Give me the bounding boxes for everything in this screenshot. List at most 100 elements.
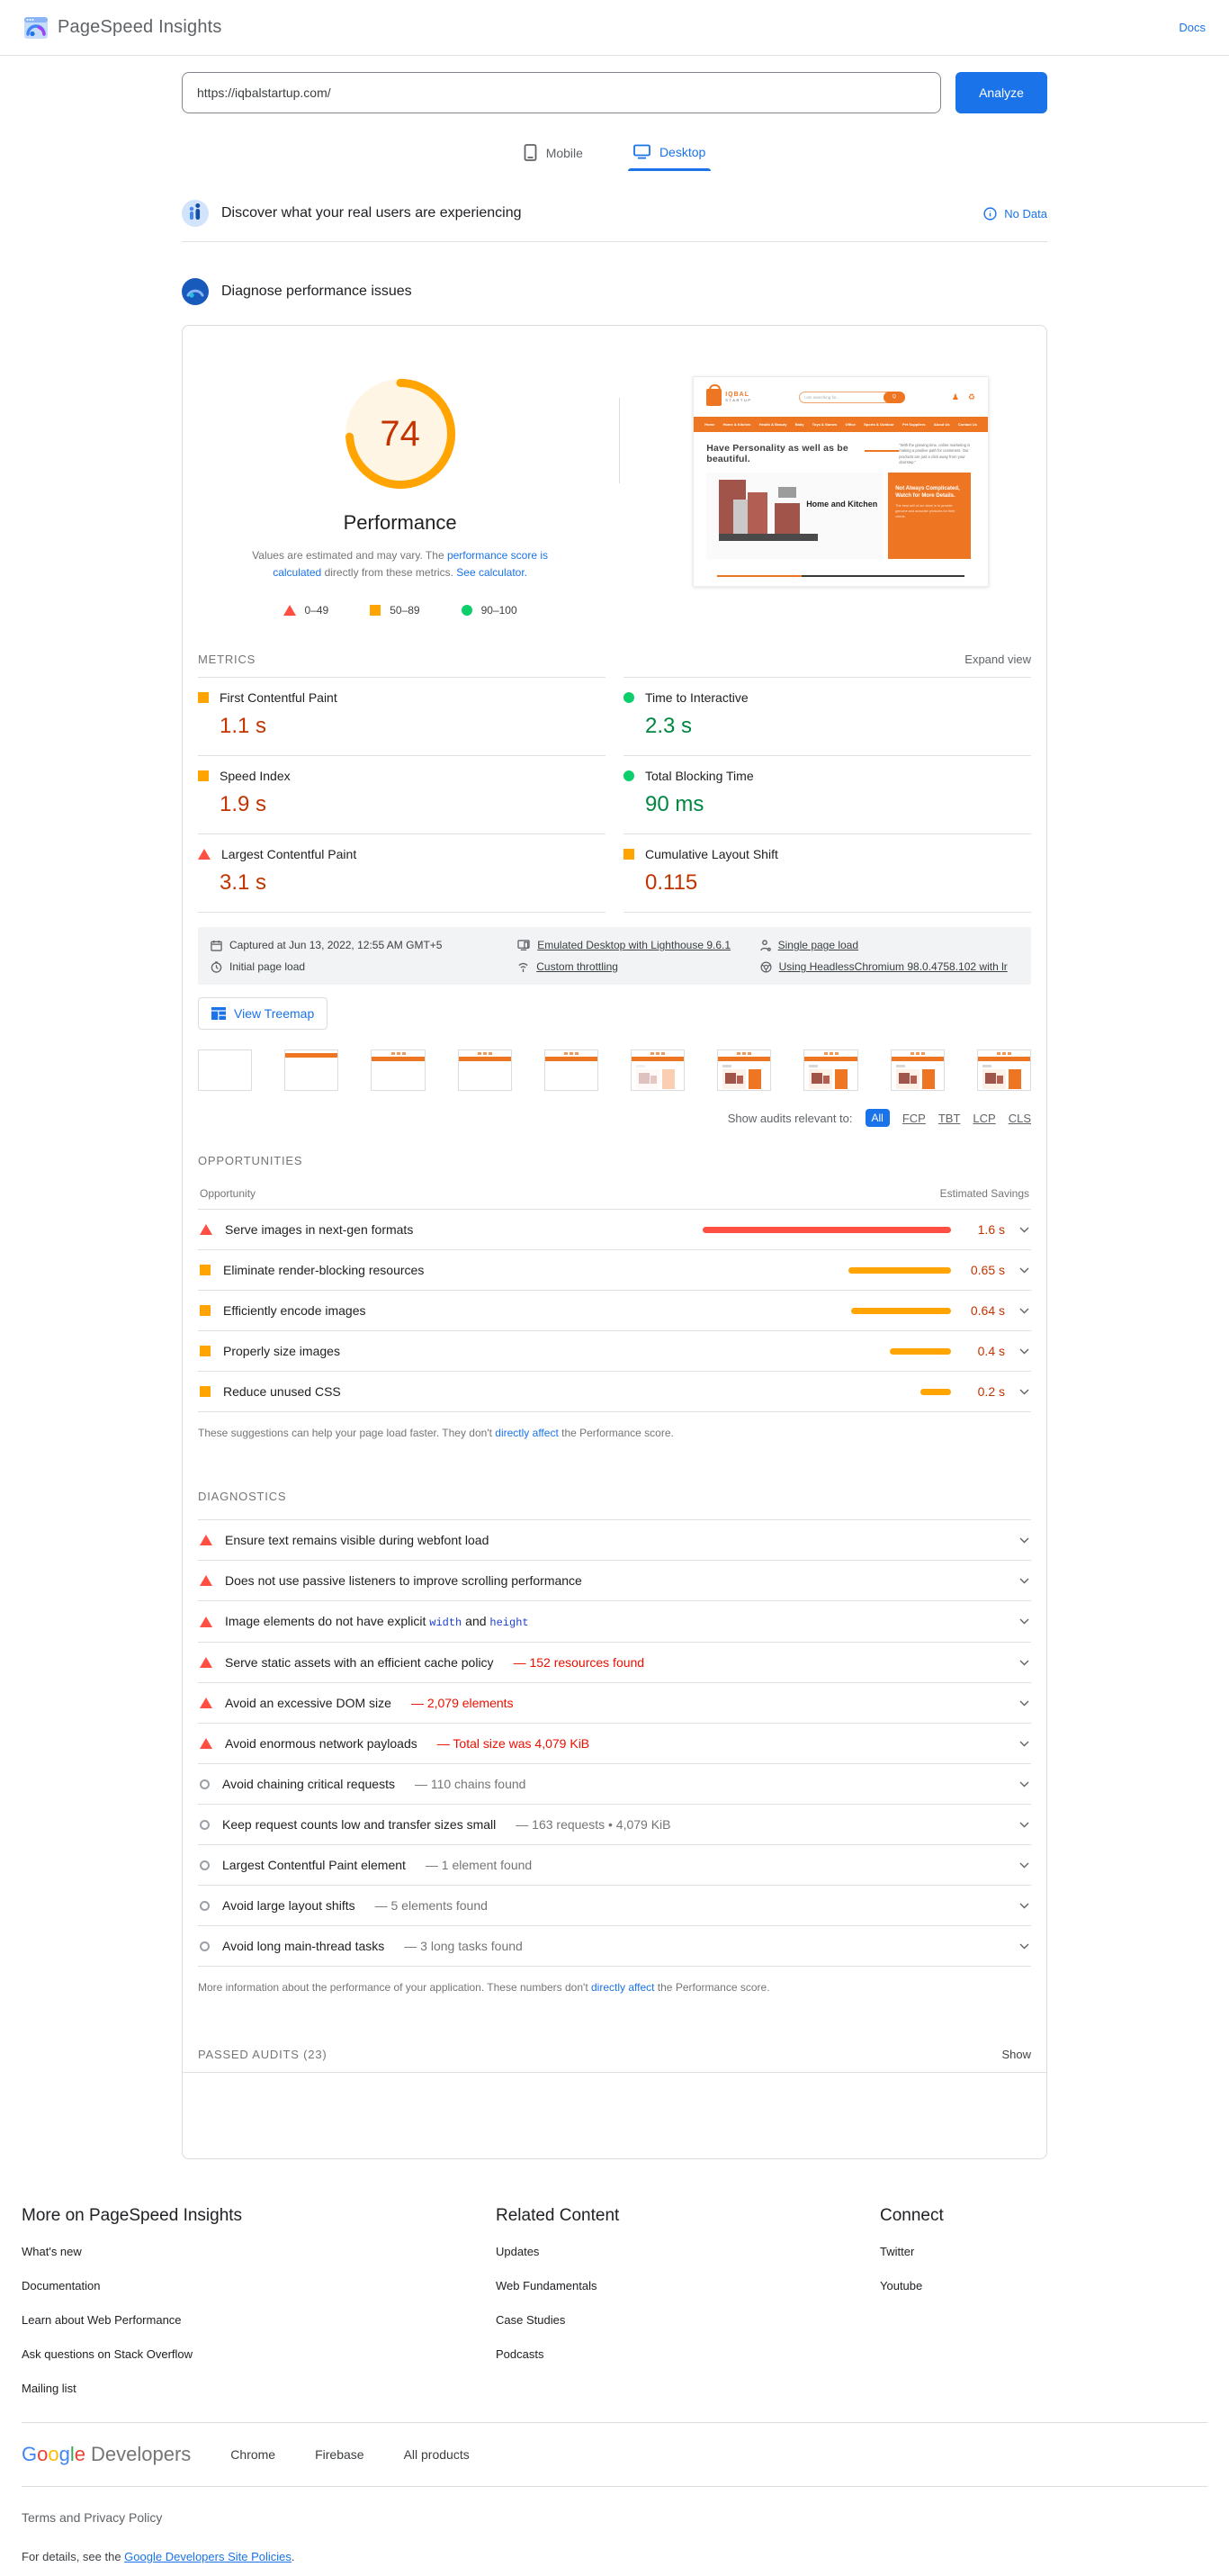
chevron-down-icon[interactable] [1019,1781,1029,1788]
footer-link-case-studies[interactable]: Case Studies [496,2313,566,2328]
passed-audits-label: PASSED AUDITS (23) [198,2048,327,2062]
chevron-down-icon[interactable] [1019,1537,1029,1544]
directly-affect-link[interactable]: directly affect [590,1981,655,1995]
footer-link-firebase[interactable]: Firebase [315,2447,364,2463]
footer-link-chrome[interactable]: Chrome [230,2447,276,2463]
chevron-down-icon[interactable] [1019,1862,1029,1869]
savings-bar [850,1307,951,1314]
chevron-down-icon[interactable] [1019,1308,1029,1314]
load-filmstrip [183,1030,1046,1096]
chevron-down-icon[interactable] [1019,1943,1029,1950]
capture-browser[interactable]: Using HeadlessChromium 98.0.4758.102 wit… [760,960,1018,973]
expand-view-button[interactable]: Expand view [964,653,1031,667]
pass-circle-icon [623,770,634,782]
footer-link-all-products[interactable]: All products [403,2447,470,2463]
monitor-icon [517,940,530,951]
filter-chip-cls[interactable]: CLS [1008,1111,1031,1125]
chevron-down-icon[interactable] [1019,1660,1029,1666]
capture-page-load[interactable]: Single page load [759,939,1018,951]
view-treemap-button[interactable]: View Treemap [198,997,328,1031]
capture-emulation[interactable]: Emulated Desktop with Lighthouse 9.6.1 [517,939,759,951]
footer-link-web-fundamentals[interactable]: Web Fundamentals [496,2279,597,2293]
score-legend: 0–49 50–89 90–100 [283,604,517,617]
footer-link-mailing-list[interactable]: Mailing list [22,2382,76,2396]
filter-chip-fcp[interactable]: FCP [902,1111,926,1125]
footer-link-twitter[interactable]: Twitter [880,2245,915,2259]
chevron-down-icon[interactable] [1019,1903,1029,1909]
chevron-down-icon[interactable] [1019,1227,1029,1233]
chevron-down-icon[interactable] [1019,1267,1029,1274]
diagnostic-row[interactable]: Avoid an excessive DOM size — 2,079 eleme… [198,1682,1031,1723]
performance-gauge: 74 [343,376,458,491]
url-input[interactable] [182,72,941,113]
tab-desktop[interactable]: Desktop [627,140,712,173]
metric-speed-index: Speed Index 1.9 s [198,755,606,833]
site-policies-note: For details, see the Google Developers S… [22,2550,295,2564]
footer-link-podcasts[interactable]: Podcasts [496,2347,544,2362]
filter-chip-all[interactable]: All [865,1109,890,1128]
opportunity-row[interactable]: Serve images in next-gen formats 1.6 s [198,1209,1031,1249]
opportunity-row[interactable]: Properly size images 0.4 s [198,1330,1031,1371]
no-data-label: No Data [1004,206,1047,221]
terms-privacy-label[interactable]: Terms and Privacy Policy [22,2510,163,2526]
metric-tbt: Total Blocking Time 90 ms [623,755,1031,833]
filmstrip-frame [284,1049,339,1092]
no-data-indicator[interactable]: No Data [983,207,1047,221]
diagnostic-row[interactable]: Avoid long main-thread tasks — 3 long tas… [198,1925,1031,1968]
tab-mobile[interactable]: Mobile [518,140,588,173]
capture-throttling[interactable]: Custom throttling [517,960,759,973]
opportunity-row[interactable]: Eliminate render-blocking resources 0.65… [198,1249,1031,1290]
footer-link-web-performance[interactable]: Learn about Web Performance [22,2313,182,2328]
neutral-circle-icon [200,1941,210,1951]
footer-link-documentation[interactable]: Documentation [22,2279,101,2293]
footer-link-stack-overflow[interactable]: Ask questions on Stack Overflow [22,2347,193,2362]
app-header: PageSpeed Insights Docs [0,0,1229,56]
chevron-down-icon[interactable] [1019,1618,1029,1625]
footer-column-more: More on PageSpeed Insights What's new Do… [22,2206,496,2397]
filmstrip-frame [457,1049,512,1092]
opportunity-column-header: Opportunity [200,1187,256,1201]
fail-triangle-icon [200,1698,212,1709]
diagnostic-row[interactable]: Avoid chaining critical requests — 110 ch… [198,1763,1031,1804]
preview-promo-panel: Not Always Complicated, Watch for More D… [888,473,972,560]
preview-navbar: Home Home & Kitchen Health & Beauty Baby… [694,417,988,432]
diagnostic-row[interactable]: Does not use passive listeners to improv… [198,1560,1031,1600]
chevron-down-icon[interactable] [1019,1348,1029,1355]
chevron-down-icon[interactable] [1019,1822,1029,1828]
diagnostic-row[interactable]: Ensure text remains visible during webfo… [198,1519,1031,1560]
opportunity-row[interactable]: Reduce unused CSS 0.2 s [198,1371,1031,1413]
tab-desktop-label: Desktop [659,144,706,159]
metric-cls: Cumulative Layout Shift 0.115 [623,833,1031,914]
chevron-down-icon[interactable] [1019,1741,1029,1747]
neutral-circle-icon [200,1860,210,1870]
footer-link-updates[interactable]: Updates [496,2245,540,2259]
diagnostic-annotation: — 152 resources found [513,1655,645,1671]
globe-icon [760,961,772,973]
directly-affect-link[interactable]: directly affect [495,1427,559,1440]
footer-link-whats-new[interactable]: What's new [22,2245,82,2259]
footer-link-youtube[interactable]: Youtube [880,2279,923,2293]
diagnostic-row[interactable]: Avoid large layout shifts — 5 elements fo… [198,1885,1031,1925]
opportunity-row[interactable]: Efficiently encode images 0.64 s [198,1290,1031,1330]
chevron-down-icon[interactable] [1019,1700,1029,1707]
filter-chip-lcp[interactable]: LCP [973,1111,996,1125]
site-policies-link[interactable]: Google Developers Site Policies [124,2550,292,2564]
score-calc-link[interactable]: performance score is calculated [273,549,548,579]
chevron-down-icon[interactable] [1019,1578,1029,1584]
diagnostic-row[interactable]: Serve static assets with an efficient ca… [198,1642,1031,1682]
filter-chip-tbt[interactable]: TBT [937,1111,961,1125]
capture-info-bar: Captured at Jun 13, 2022, 12:55 AM GMT+5… [198,927,1031,986]
diagnostic-row[interactable]: Keep request counts low and transfer siz… [198,1804,1031,1844]
diagnostic-row[interactable]: Avoid enormous network payloads — Total s… [198,1723,1031,1763]
diagnostic-annotation: — 2,079 elements [410,1696,514,1711]
docs-link[interactable]: Docs [1179,21,1206,34]
diagnostic-row[interactable]: Largest Contentful Paint element — 1 elem… [198,1844,1031,1885]
analyze-button[interactable]: Analyze [955,72,1047,113]
see-calculator-link[interactable]: See calculator. [456,565,527,579]
metric-tbt-value: 90 ms [645,792,704,817]
savings-value: 0.2 s [977,1384,1005,1400]
passed-audits-show-button[interactable]: Show [1001,2048,1031,2062]
filmstrip-frame [198,1049,253,1092]
chevron-down-icon[interactable] [1019,1389,1029,1395]
diagnostic-row[interactable]: Image elements do not have explicit widt… [198,1600,1031,1642]
